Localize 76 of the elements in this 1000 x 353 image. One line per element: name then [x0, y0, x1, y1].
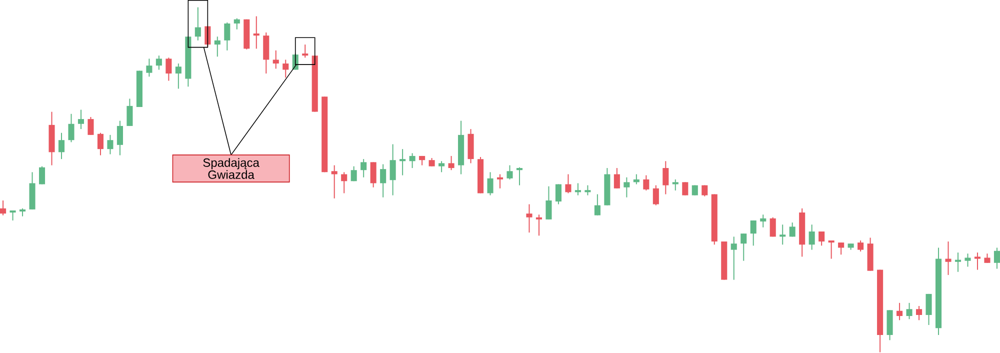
candlestick [88, 116, 94, 136]
candlestick [409, 152, 416, 169]
candlestick [360, 158, 367, 178]
candlestick [828, 240, 834, 260]
candlestick [0, 200, 6, 216]
candlestick [438, 160, 445, 173]
candlestick [282, 59, 289, 78]
candlestick [234, 18, 240, 30]
candlestick [614, 168, 620, 190]
candlestick [400, 148, 406, 176]
candlestick [341, 172, 348, 194]
candlestick [808, 224, 815, 250]
candlestick [126, 98, 133, 127]
candlestick [350, 166, 357, 182]
candlestick [546, 186, 552, 220]
candlestick [156, 55, 162, 70]
candlestick [662, 160, 669, 195]
candlestick [945, 241, 952, 276]
candlestick [896, 302, 903, 321]
candlestick [994, 247, 1000, 270]
candlestick [390, 144, 396, 196]
candlestick [760, 214, 766, 228]
candlestick [750, 220, 756, 246]
candlestick [780, 224, 786, 246]
candlestick [78, 109, 84, 130]
annotation: Spadająca Gwiazda [203, 158, 260, 180]
candlestick [224, 22, 230, 52]
candlestick [770, 216, 776, 238]
candlestick [682, 182, 688, 196]
candlestick [58, 132, 65, 160]
candlestick [964, 253, 971, 268]
candlestick [253, 16, 260, 50]
candlestick [516, 166, 523, 186]
candlestick [302, 44, 308, 58]
candlestick [487, 172, 494, 196]
candlestick [916, 306, 922, 321]
candlestick [818, 231, 825, 246]
candlestick [906, 302, 912, 320]
candlestick [214, 36, 220, 58]
candlestick [584, 184, 591, 196]
candlestick [926, 294, 932, 326]
candlestick [594, 194, 600, 216]
candlestick [624, 176, 630, 198]
candlestick [419, 156, 426, 166]
candlestick [107, 134, 114, 155]
candlestick [175, 63, 182, 90]
candlestick [652, 184, 659, 206]
candlestick [380, 164, 386, 198]
candlestick [574, 182, 581, 196]
candlestick [370, 162, 376, 188]
candlestick [838, 242, 844, 256]
candlestick [672, 179, 678, 192]
candlestick [331, 164, 338, 200]
candlestick [38, 166, 46, 185]
candlestick [633, 174, 640, 185]
candlestick [565, 174, 572, 194]
candlestick [555, 184, 562, 205]
candlestick [858, 240, 864, 252]
candlestick [496, 174, 504, 190]
candlestick [146, 58, 152, 78]
candlestick [954, 252, 962, 272]
candlestick [506, 164, 513, 180]
candlestick [643, 174, 650, 192]
candlestick [194, 6, 201, 42]
candlestick [730, 236, 737, 280]
candlestick [68, 114, 74, 143]
candlestick [789, 222, 796, 238]
candlestick [97, 132, 104, 156]
candlestick [536, 214, 542, 236]
candlestick [974, 252, 981, 270]
candlestick [272, 50, 279, 70]
candlestick [166, 57, 172, 82]
candlestick [116, 120, 123, 156]
candlestick [526, 204, 532, 234]
candlestick [740, 233, 747, 262]
candlestick [448, 156, 454, 171]
